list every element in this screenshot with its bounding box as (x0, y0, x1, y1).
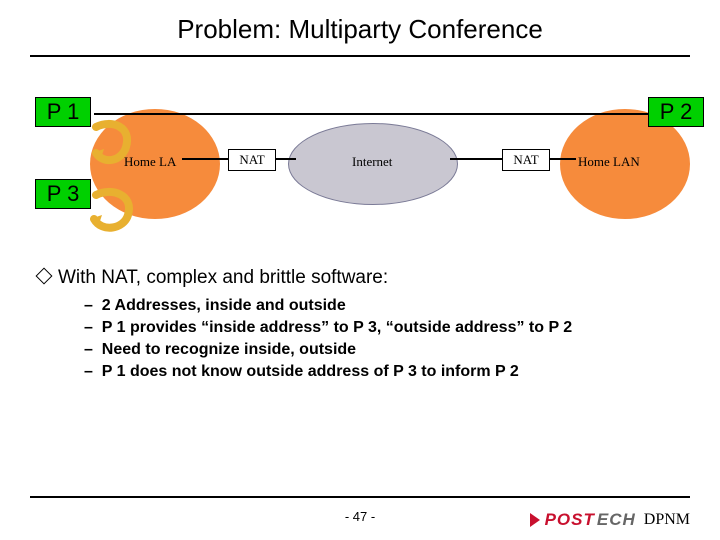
triangle-icon (530, 513, 540, 527)
network-diagram: P 1 P 3 P 2 NAT NAT Home LA Home LAN Internet (0, 57, 720, 257)
internet-label: Internet (352, 154, 392, 170)
participant-p1: P 1 (35, 97, 91, 127)
participant-p3: P 3 (35, 179, 91, 209)
content-area: With NAT, complex and brittle software: … (38, 267, 682, 381)
sub-bullet: – 2 Addresses, inside and outside (84, 297, 682, 315)
slide-title: Problem: Multiparty Conference (0, 0, 720, 45)
dpnm-label: DPNM (644, 511, 690, 529)
postech-gray: ECH (597, 510, 636, 530)
connector-line (276, 158, 296, 160)
sub-bullet: – P 1 provides “inside address” to P 3, … (84, 319, 682, 337)
postech-logo: POSTECH (530, 510, 636, 530)
connector-line (550, 158, 576, 160)
diamond-bullet-icon (36, 268, 53, 285)
postech-red: POST (545, 510, 595, 530)
nat-box: NAT (228, 149, 276, 171)
bullet-main-text: With NAT, complex and brittle software: (58, 267, 388, 288)
divider-bottom (30, 496, 690, 498)
connector-line (450, 158, 502, 160)
home-lan-label: Home LAN (578, 154, 640, 170)
home-lan-label: Home LA (124, 154, 176, 170)
participant-p2: P 2 (648, 97, 704, 127)
connector-line (182, 158, 228, 160)
nat-box: NAT (502, 149, 550, 171)
connector-line (94, 113, 648, 115)
sub-bullet: – Need to recognize inside, outside (84, 341, 682, 359)
footer-logo-area: POSTECH DPNM (530, 510, 690, 530)
sub-bullet: – P 1 does not know outside address of P… (84, 363, 682, 381)
bullet-main: With NAT, complex and brittle software: (38, 267, 682, 289)
